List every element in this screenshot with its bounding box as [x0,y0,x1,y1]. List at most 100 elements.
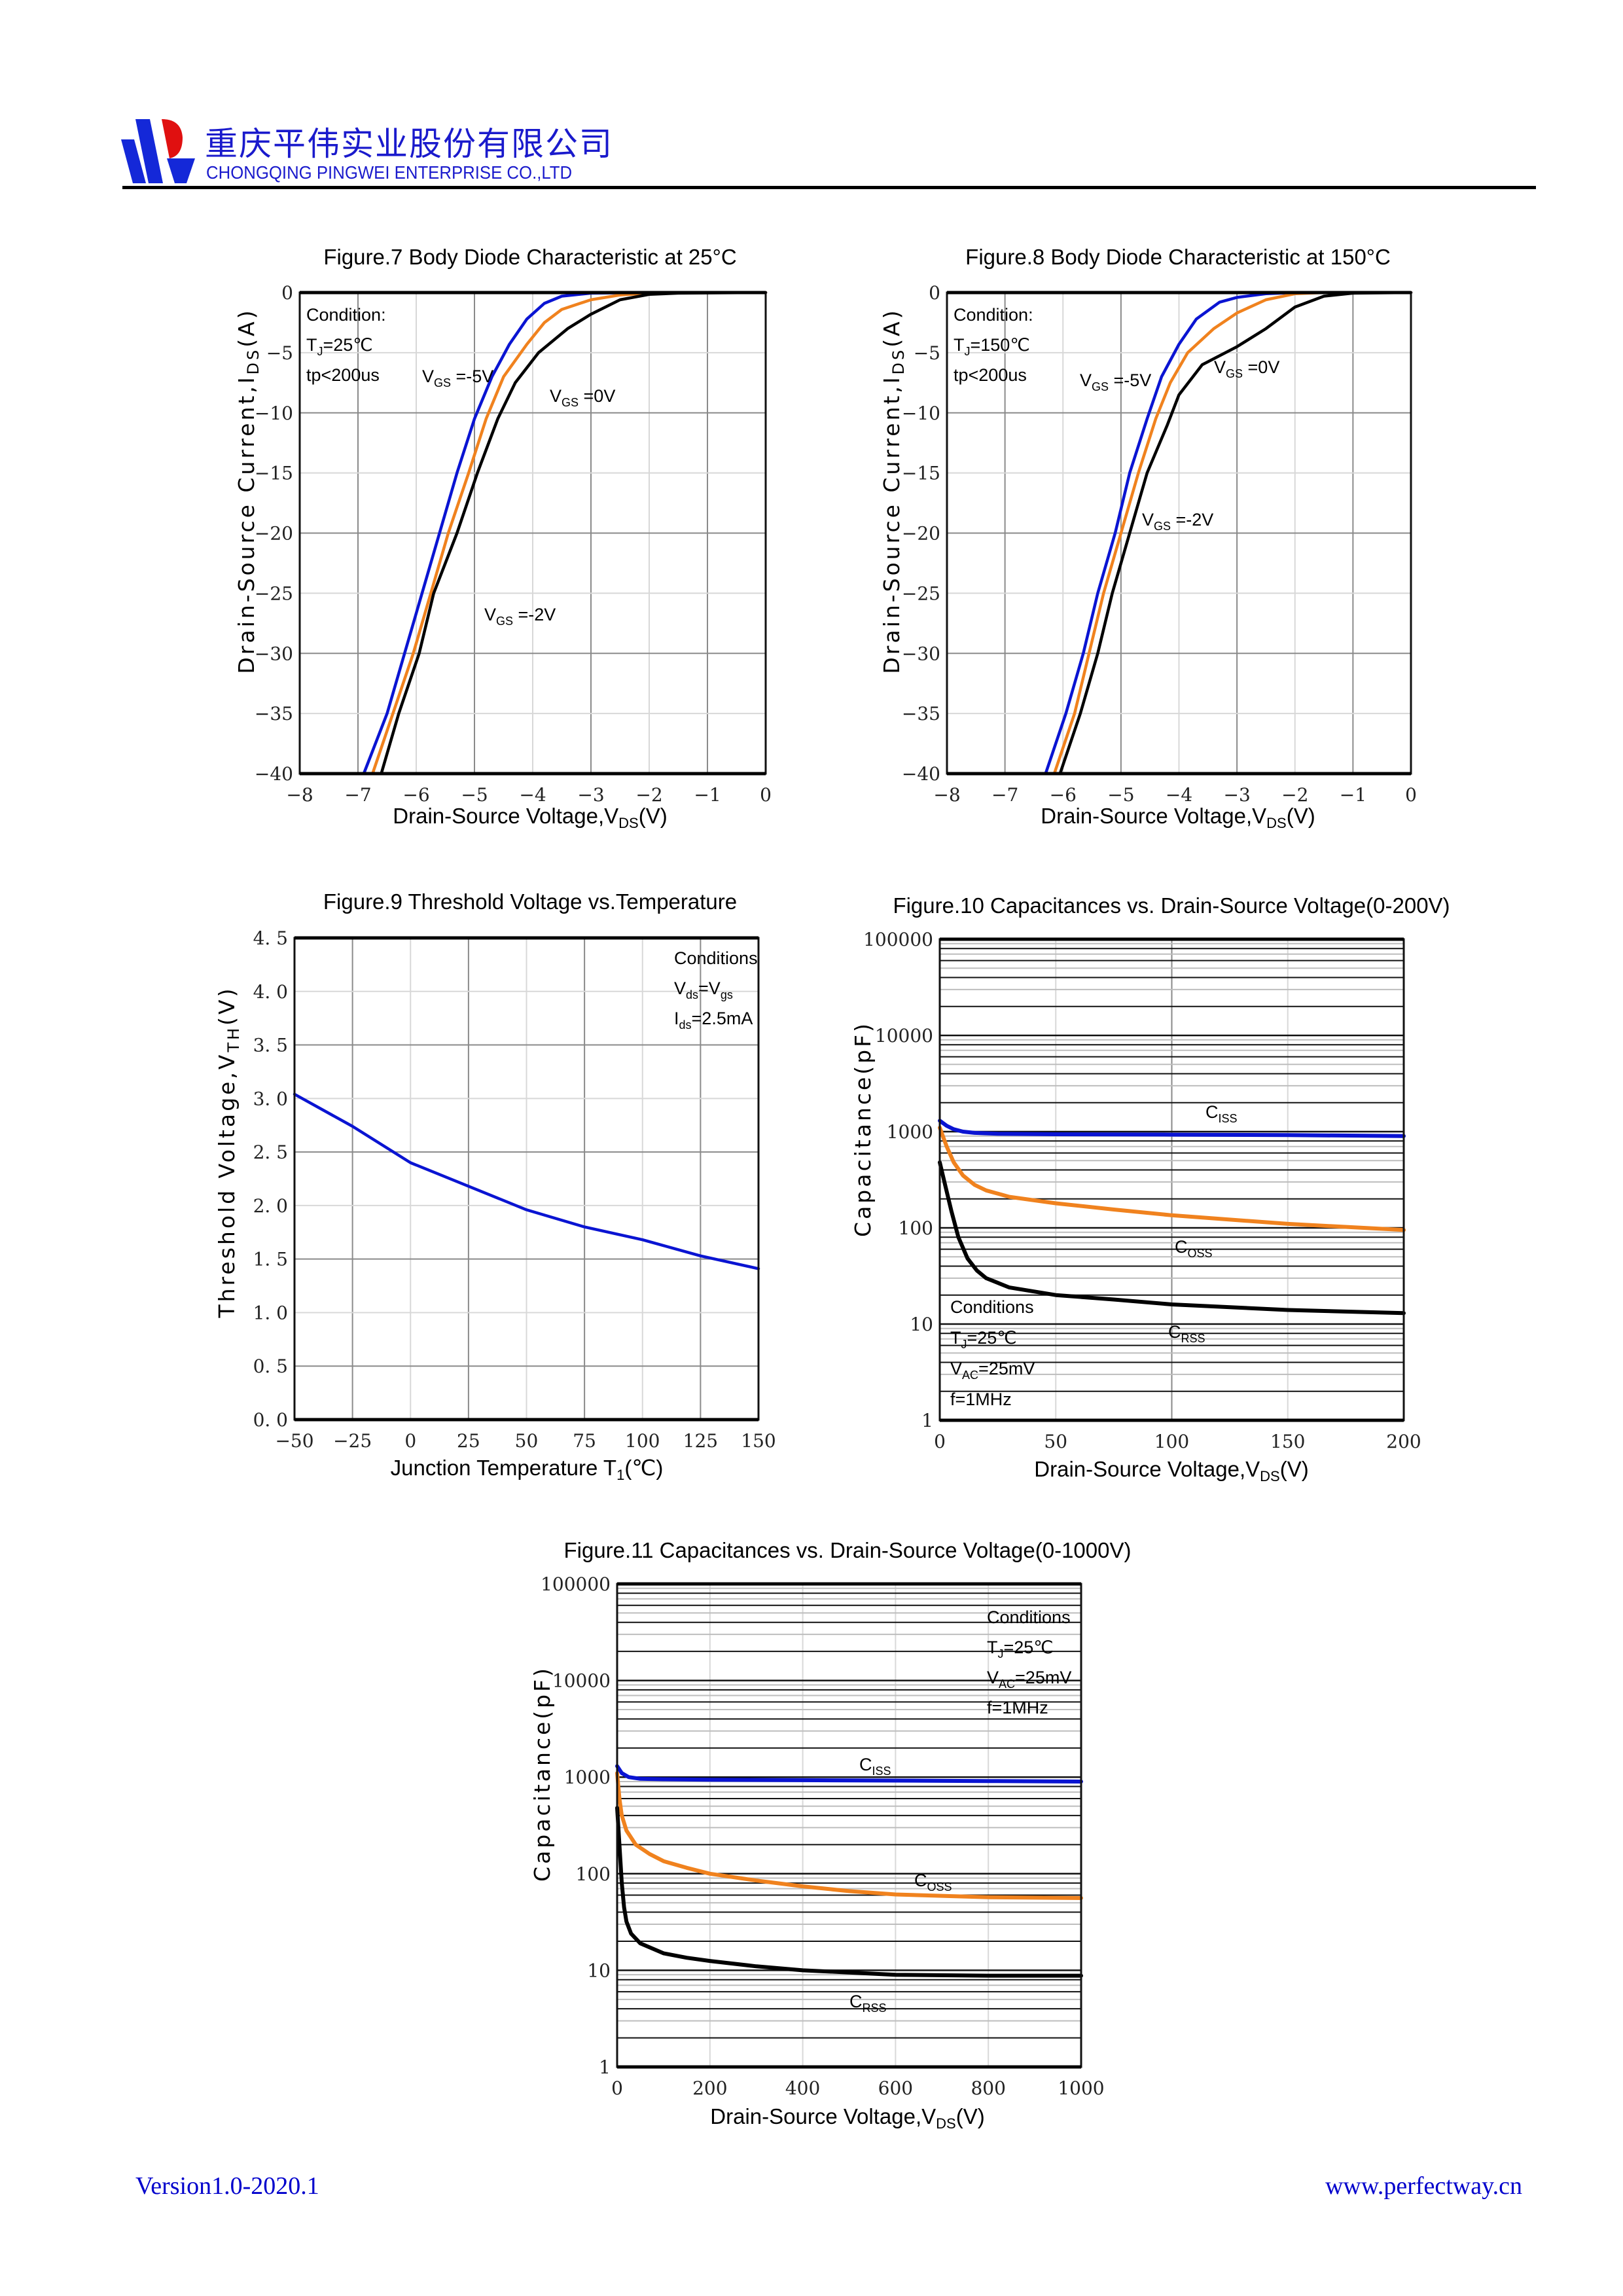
y-tick-label: 0 [929,282,940,304]
series-line-vgs-0v [380,291,768,776]
subscript: OSS [1188,1247,1213,1260]
subscript: DS [244,348,262,375]
condition-text: tp<200us [954,365,1027,385]
series-label: COSS [914,1871,952,1893]
text-part: T [950,1328,961,1348]
text-part: V [674,978,686,998]
x-tick-label: −25 [333,1430,372,1452]
x-tick-label: −5 [1107,784,1134,806]
x-tick-label: −6 [402,784,429,806]
subscript: DS [889,348,908,375]
subscript: GS [1154,520,1171,533]
text-part: =25℃ [1004,1638,1054,1657]
subscript: GS [434,376,451,389]
series-label: CRSS [1168,1322,1205,1345]
logo-stripe-3 [167,158,195,183]
subscript: AC [962,1369,978,1382]
subscript: J [998,1647,1004,1660]
condition-text: VAC=25mV [987,1668,1071,1691]
text-part: C [914,1871,927,1890]
chart-fig10: Figure.10 Capacitances vs. Drain-Source … [850,893,1450,1484]
y-tick-label: −10 [902,403,940,424]
text-part: (V) [1280,1457,1309,1481]
condition-text: Ids=2.5mA [674,1009,753,1031]
x-tick-label: 1000 [1058,2077,1104,2099]
y-tick-label: −10 [255,403,293,424]
chart-fig7: Figure.7 Body Diode Characteristic at 25… [234,245,772,831]
y-tick-label: 1000 [887,1121,933,1143]
header-divider [122,186,1536,189]
y-axis-label: Threshold Voltage,VTH(V) [214,986,243,1318]
x-axis-label: Drain-Source Voltage,VDS(V) [1041,804,1315,831]
x-tick-label: 150 [1270,1431,1305,1452]
x-axis-label: Drain-Source Voltage,VDS(V) [1034,1457,1308,1484]
text-part: Threshold Voltage,V [214,1052,240,1319]
condition-text: Condition: [306,305,386,325]
y-tick-label: −20 [255,523,293,545]
condition-text: TJ=25℃ [950,1328,1017,1351]
condition-text: f=1MHz [950,1390,1012,1409]
x-tick-label: 0 [1405,784,1417,806]
series-line-coss [938,1125,1406,1232]
x-tick-label: −1 [694,784,721,806]
series-line-ciss [615,1764,1083,1784]
series-label: VGS =-2V [484,605,556,628]
x-axis-label: Drain-Source Voltage,VDS(V) [710,2104,984,2132]
y-tick-label: 100 [576,1863,611,1885]
condition-text: TJ=150℃ [954,335,1030,358]
condition-text: Conditions [950,1297,1034,1317]
text-part: I [674,1009,679,1028]
series-line-vgs-5v [1044,291,1413,776]
subscript: GS [1092,380,1109,393]
series-label: CISS [859,1755,891,1778]
text-part: T [954,335,965,355]
x-tick-label: −6 [1050,784,1077,806]
chart-fig8: Figure.8 Body Diode Characteristic at 15… [879,245,1417,831]
text-part: =25℃ [967,1328,1017,1348]
series-line-crss [938,1160,1406,1316]
text-part: Drain-Source Voltage,V [1041,804,1266,828]
y-tick-label: 1000 [564,1767,611,1788]
website-link[interactable]: www.perfectway.cn [1325,2172,1522,2200]
x-tick-label: −50 [275,1430,313,1452]
x-tick-label: 25 [457,1430,480,1452]
subscript: J [965,345,971,358]
x-tick-label: 200 [692,2077,727,2099]
text-part: C [859,1755,872,1774]
text-part: =25℃ [323,335,373,355]
x-tick-label: −3 [577,784,604,806]
x-tick-label: −2 [1281,784,1308,806]
condition-text: TJ=25℃ [987,1638,1054,1660]
chart-fig9: Figure.9 Threshold Voltage vs.Temperatur… [214,889,776,1483]
y-tick-label: 10000 [552,1670,611,1692]
x-tick-label: 600 [878,2077,913,2099]
series-line-coss [615,1771,1083,1900]
series-label: VGS =-5V [422,367,493,389]
subscript: DS [1260,1468,1280,1484]
series-label: VGS =0V [1214,357,1279,380]
x-tick-label: 75 [573,1430,596,1452]
text-part: C [1168,1322,1181,1342]
text-part: (A) [879,308,904,347]
y-tick-label: 10000 [875,1025,933,1047]
text-part: Capacitance(pF) [529,1666,555,1882]
text-part: Drain-Source Voltage,V [1034,1457,1260,1481]
y-tick-label: −40 [902,763,940,785]
y-tick-label: 0. 0 [253,1409,288,1431]
series-line-vgs-0v [1058,291,1413,776]
text-part: =2.5mA [692,1009,753,1028]
condition-text: Conditions [674,948,758,968]
x-tick-label: −2 [635,784,662,806]
series-label: VGS =-5V [1080,370,1151,393]
x-axis-label: Drain-Source Voltage,VDS(V) [393,804,667,831]
subscript: DS [618,815,639,831]
condition-text: Conditions [987,1607,1071,1627]
text-part: (A) [234,308,259,347]
text-part: =25mV [978,1359,1035,1378]
text-part: T [987,1638,998,1657]
y-tick-label: −40 [255,763,293,785]
subscript: 1 [616,1467,624,1483]
chart-title: Figure.7 Body Diode Characteristic at 25… [323,245,736,269]
text-part: V [422,367,434,386]
subscript: ISS [872,1765,891,1778]
